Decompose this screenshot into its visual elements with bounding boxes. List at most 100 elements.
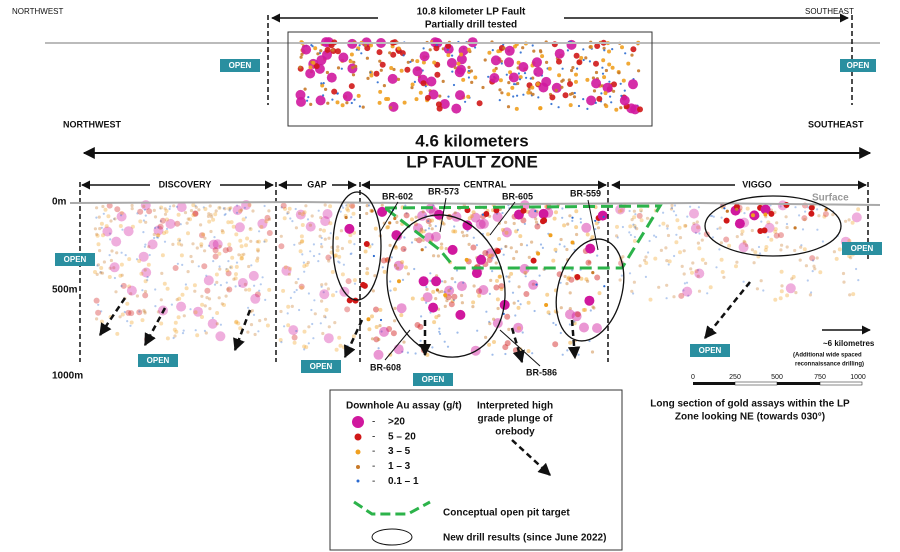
assay-dot — [519, 51, 522, 54]
assay-dot — [323, 314, 327, 318]
open-box — [138, 354, 178, 367]
assay-dot — [286, 312, 289, 315]
assay-dot — [176, 315, 181, 320]
zone-label: DISCOVERY — [159, 179, 212, 189]
assay-dot — [554, 210, 558, 215]
assay-dot — [222, 303, 226, 307]
assay-dot — [733, 203, 740, 210]
assay-dot — [301, 253, 304, 256]
assay-dot — [572, 321, 577, 326]
assay-dot — [735, 235, 739, 239]
assay-dot — [108, 266, 112, 270]
assay-dot — [634, 225, 637, 228]
assay-dot — [516, 228, 520, 231]
assay-dot — [489, 278, 493, 282]
assay-dot — [298, 241, 302, 245]
assay-dot — [519, 263, 530, 274]
assay-dot — [157, 226, 160, 229]
assay-dot — [439, 99, 450, 109]
assay-dot — [360, 52, 363, 55]
assay-dot — [126, 320, 129, 323]
assay-dot — [143, 310, 147, 314]
assay-dot — [291, 220, 294, 223]
assay-dot — [141, 289, 144, 292]
assay-dot — [494, 248, 501, 255]
assay-dot — [192, 283, 197, 288]
assay-dot — [591, 78, 602, 89]
assay-dot — [545, 60, 549, 64]
assay-dot — [301, 44, 312, 55]
assay-dot — [670, 206, 674, 210]
direction: SOUTHEAST — [808, 119, 864, 129]
assay-dot — [294, 281, 298, 285]
assay-dot — [600, 92, 603, 95]
assay-dot — [211, 316, 214, 319]
assay-dot — [530, 257, 537, 264]
assay-dot — [378, 59, 382, 63]
assay-dot — [191, 203, 196, 208]
assay-dot — [101, 233, 105, 238]
assay-dot — [299, 234, 304, 239]
assay-dot — [502, 253, 505, 256]
assay-dot — [369, 43, 373, 48]
assay-dot — [139, 271, 144, 276]
assay-dot — [191, 242, 195, 246]
assay-dot — [513, 322, 524, 333]
assay-dot — [98, 227, 102, 231]
assay-dot — [416, 237, 423, 244]
assay-dot — [421, 229, 426, 234]
assay-dot — [462, 220, 473, 231]
assay-dot — [474, 46, 477, 49]
assay-dot — [345, 204, 348, 207]
assay-dot — [541, 246, 545, 249]
assay-dot — [217, 296, 221, 300]
assay-dot — [156, 310, 160, 314]
assay-dot — [570, 240, 575, 245]
assay-dot — [165, 217, 169, 222]
assay-dot — [278, 338, 283, 342]
open-box — [842, 242, 882, 255]
assay-dot — [505, 73, 508, 76]
assay-dot — [329, 232, 332, 235]
assay-dot — [153, 225, 164, 236]
assay-dot — [185, 221, 189, 225]
assay-dot — [237, 253, 241, 257]
assay-dot — [585, 259, 592, 266]
assay-dot — [507, 275, 511, 279]
assay-dot — [246, 330, 250, 334]
assay-dot — [287, 206, 292, 211]
assay-dot — [664, 246, 668, 250]
length: 4.6 kilometers — [415, 131, 528, 150]
assay-dot — [410, 241, 414, 244]
open-label: OPEN — [422, 375, 445, 384]
depth-label: 0m — [52, 197, 67, 208]
assay-dot — [263, 238, 268, 243]
assay-dot — [570, 91, 575, 96]
assay-dot — [432, 254, 436, 258]
assay-dot — [159, 298, 163, 302]
assay-dot — [567, 81, 573, 87]
assay-dot — [568, 307, 572, 311]
assay-dot — [422, 47, 425, 50]
assay-dot — [673, 204, 677, 207]
assay-dot — [697, 289, 702, 293]
assay-dot — [312, 337, 315, 340]
assay-dot — [292, 340, 297, 345]
assay-dot — [837, 247, 842, 252]
assay-dot — [534, 220, 539, 224]
assay-dot — [487, 254, 492, 259]
assay-dot — [207, 212, 211, 216]
assay-dot — [189, 254, 193, 259]
assay-dot — [225, 281, 228, 284]
assay-dot — [678, 292, 685, 299]
assay-dot — [340, 246, 344, 251]
assay-dot — [175, 205, 179, 208]
assay-dot — [226, 287, 230, 291]
assay-dot — [504, 352, 507, 356]
assay-dot — [304, 262, 309, 267]
assay-dot — [801, 228, 805, 231]
assay-dot — [628, 209, 631, 213]
assay-dot — [259, 283, 262, 286]
assay-dot — [107, 275, 112, 279]
assay-dot — [379, 326, 389, 337]
